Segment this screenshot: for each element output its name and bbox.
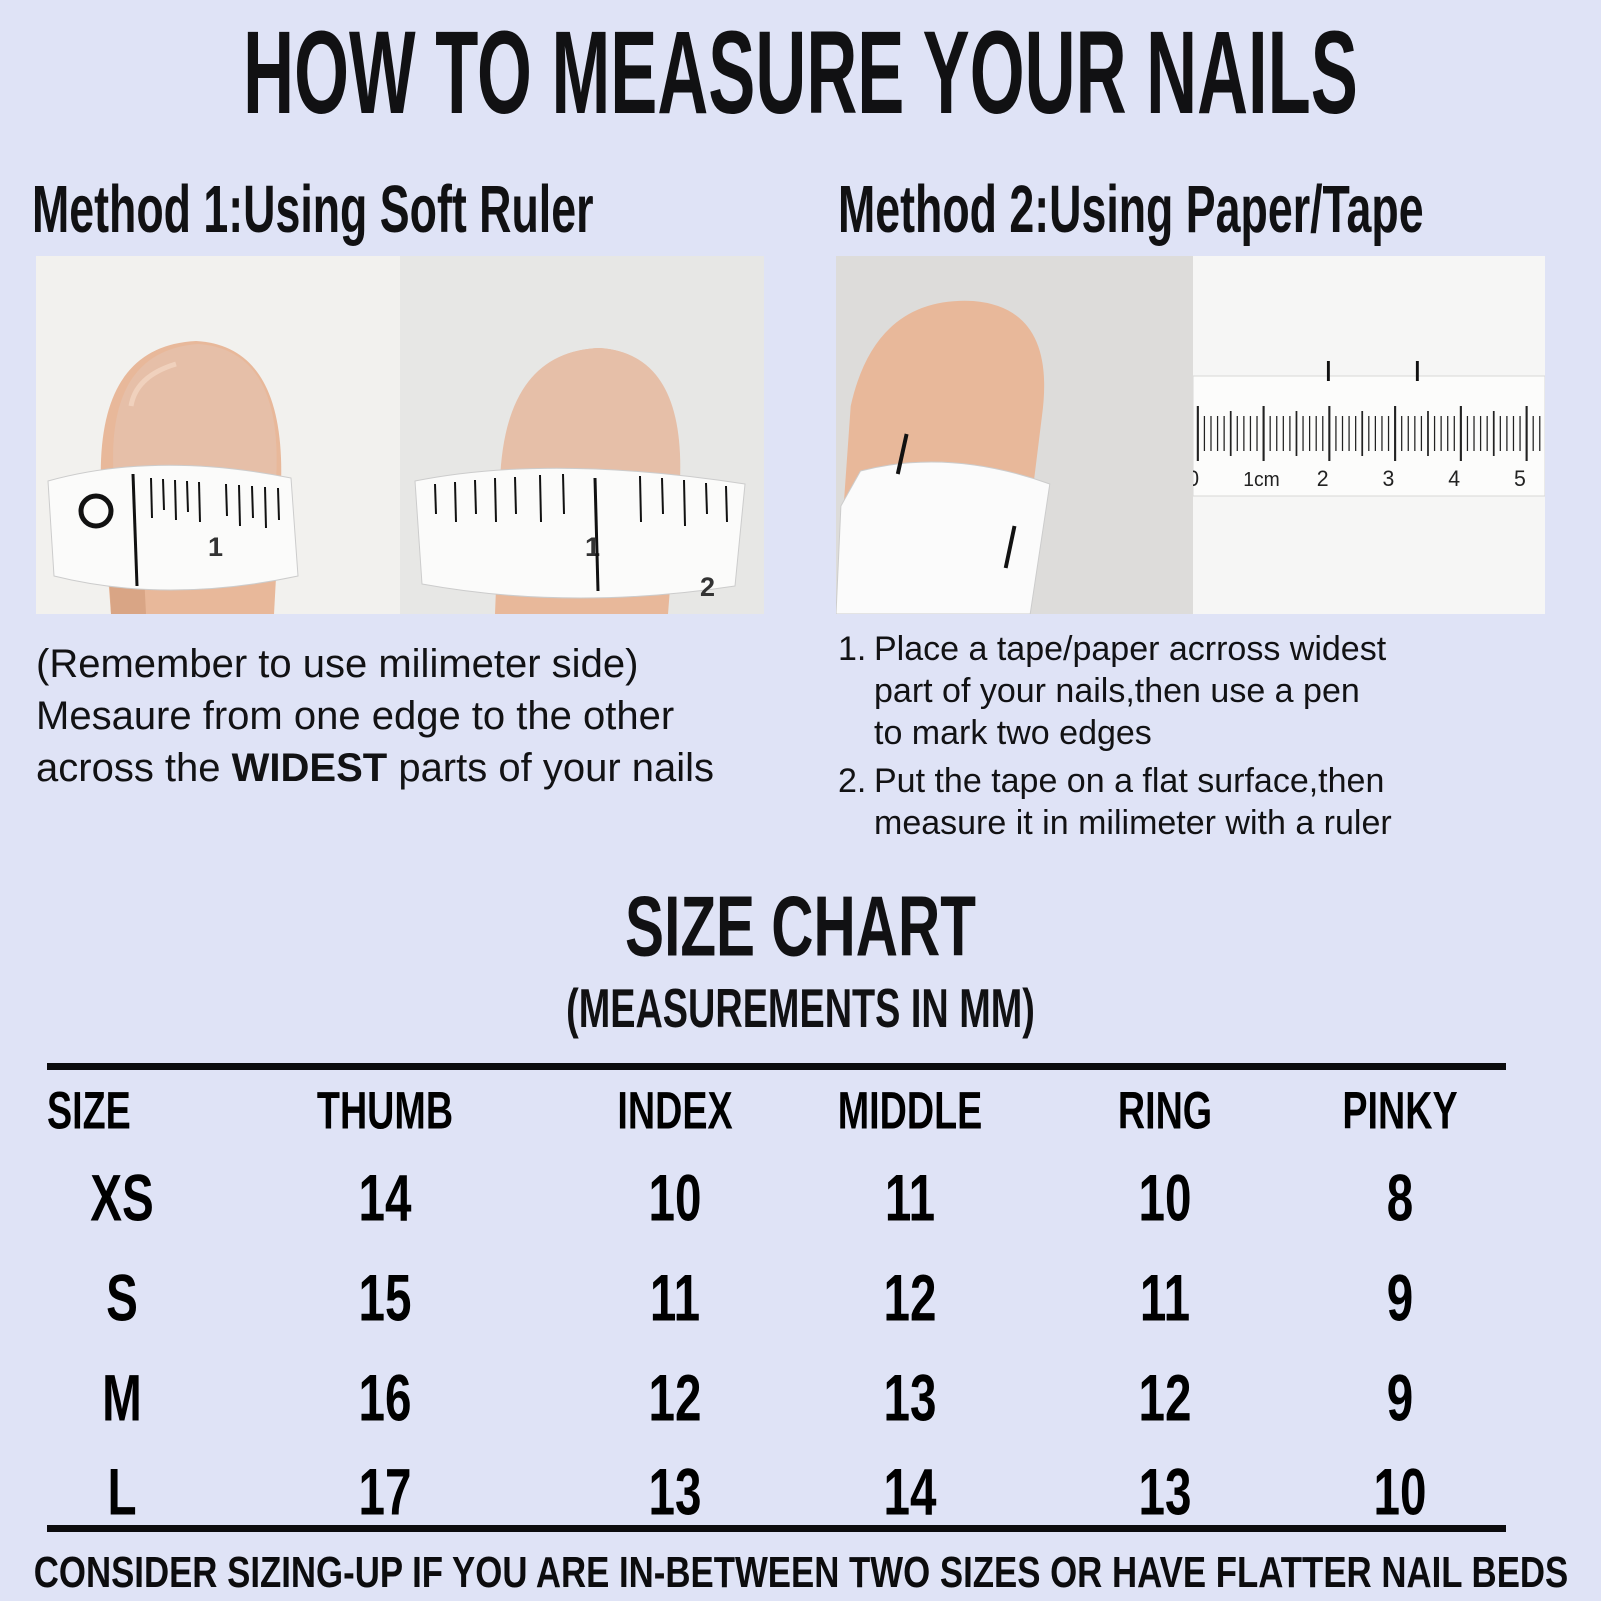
svg-text:3: 3: [1383, 466, 1395, 491]
svg-text:1cm: 1cm: [1243, 469, 1280, 491]
svg-text:5: 5: [1514, 466, 1526, 491]
svg-text:2: 2: [700, 572, 715, 602]
svg-text:1: 1: [208, 532, 223, 562]
svg-text:0: 0: [1193, 466, 1199, 491]
svg-text:2: 2: [1317, 466, 1329, 491]
svg-text:4: 4: [1448, 466, 1460, 491]
